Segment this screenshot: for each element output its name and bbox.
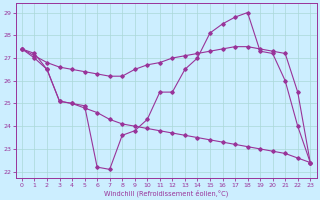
- X-axis label: Windchill (Refroidissement éolien,°C): Windchill (Refroidissement éolien,°C): [104, 189, 228, 197]
